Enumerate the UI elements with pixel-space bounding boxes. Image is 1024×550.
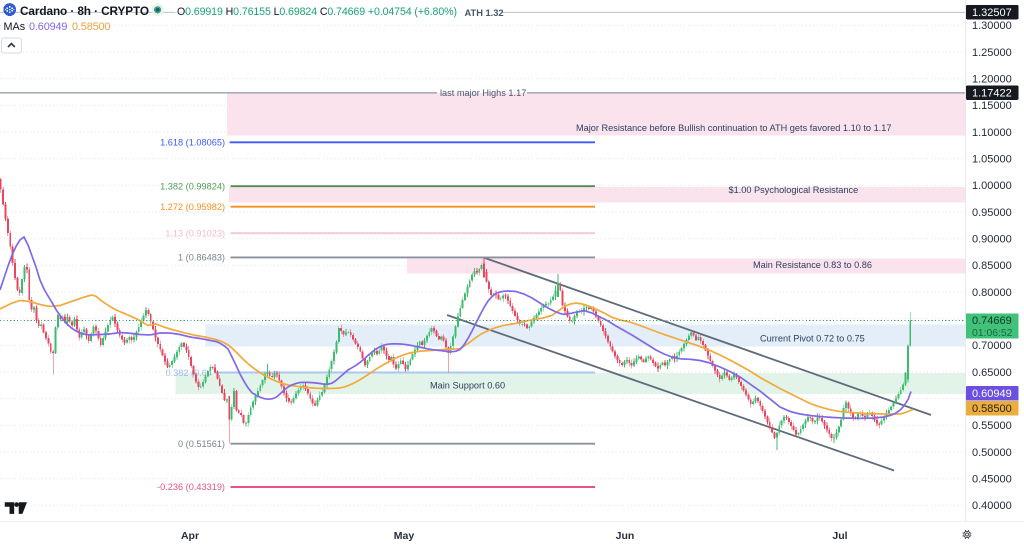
svg-text:Main Resistance 0.83 to 0.86: Main Resistance 0.83 to 0.86 [753, 260, 872, 270]
svg-text:0.60949: 0.60949 [29, 21, 67, 33]
svg-text:last major Highs 1.17: last major Highs 1.17 [440, 88, 526, 98]
svg-text:0.80000: 0.80000 [972, 287, 1012, 299]
svg-text:ATH 1.32: ATH 1.32 [465, 8, 504, 18]
svg-text:1.10000: 1.10000 [972, 127, 1012, 139]
svg-text:1 (0.86483): 1 (0.86483) [178, 253, 225, 263]
svg-text:1.382 (0.99824): 1.382 (0.99824) [160, 181, 225, 191]
svg-text:0.60949: 0.60949 [972, 388, 1012, 400]
svg-text:0.70000: 0.70000 [972, 340, 1012, 352]
svg-text:$1.00 Psychological Resistance: $1.00 Psychological Resistance [729, 185, 859, 195]
svg-text:0.85000: 0.85000 [972, 260, 1012, 272]
svg-text:0.58500: 0.58500 [972, 403, 1012, 415]
svg-text:01:06:52: 01:06:52 [972, 328, 1013, 339]
svg-text:Cardano · 8h · CRYPTO: Cardano · 8h · CRYPTO [20, 4, 149, 18]
svg-text:0.40000: 0.40000 [972, 500, 1012, 512]
svg-text:0 (0.51561): 0 (0.51561) [178, 439, 225, 449]
svg-text:1.25000: 1.25000 [972, 47, 1012, 59]
svg-text:0.65000: 0.65000 [972, 367, 1012, 379]
svg-text:-0.236 (0.43319): -0.236 (0.43319) [157, 482, 225, 492]
svg-text:0.74669: 0.74669 [972, 315, 1012, 327]
svg-text:0.90000: 0.90000 [972, 234, 1012, 246]
svg-text:Jun: Jun [616, 530, 635, 542]
svg-text:Jul: Jul [832, 530, 847, 542]
svg-text:Main Support 0.60: Main Support 0.60 [430, 381, 505, 391]
svg-text:1.05000: 1.05000 [972, 154, 1012, 166]
svg-text:1.17422: 1.17422 [972, 88, 1012, 100]
svg-text:0.50000: 0.50000 [972, 447, 1012, 459]
svg-text:May: May [394, 530, 415, 542]
svg-text:1.15000: 1.15000 [972, 100, 1012, 112]
svg-text:MAs: MAs [4, 21, 26, 33]
svg-text:1.13 (0.91023): 1.13 (0.91023) [165, 228, 225, 238]
svg-text:0.58500: 0.58500 [72, 21, 110, 33]
svg-text:1.30000: 1.30000 [972, 20, 1012, 32]
svg-text:1.32507: 1.32507 [972, 7, 1012, 19]
svg-text:0.45000: 0.45000 [972, 474, 1012, 486]
svg-text:1.272 (0.95982): 1.272 (0.95982) [160, 202, 225, 212]
svg-text:Major Resistance before Bullis: Major Resistance before Bullish continua… [576, 123, 891, 133]
svg-text:0.95000: 0.95000 [972, 207, 1012, 219]
svg-text:O0.69919 H0.76155 L0.69824 C0.: O0.69919 H0.76155 L0.69824 C0.74669 +0.0… [177, 6, 457, 18]
svg-text:Current Pivot 0.72 to 0.75: Current Pivot 0.72 to 0.75 [760, 334, 865, 344]
svg-text:Apr: Apr [181, 530, 199, 542]
svg-text:1.20000: 1.20000 [972, 74, 1012, 86]
svg-text:1.00000: 1.00000 [972, 180, 1012, 192]
svg-text:1.618 (1.08065): 1.618 (1.08065) [160, 138, 225, 148]
svg-text:0.55000: 0.55000 [972, 420, 1012, 432]
